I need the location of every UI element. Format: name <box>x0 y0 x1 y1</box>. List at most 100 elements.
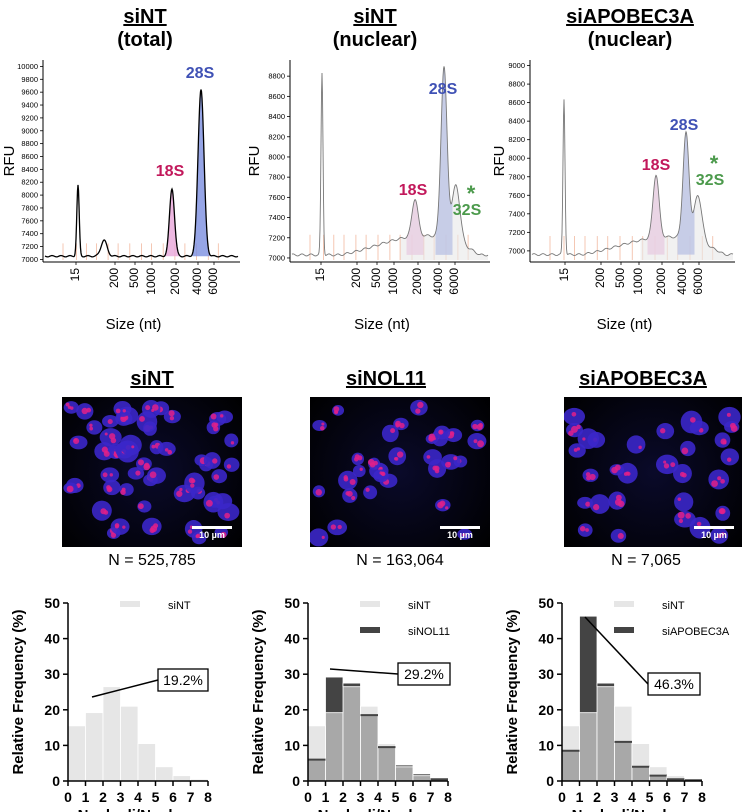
bar-siNT <box>377 743 396 782</box>
nucleus <box>203 491 224 513</box>
micro-title-2-text: siNOL11 <box>345 368 427 390</box>
electro-title-3-line2: (nuclear) <box>587 29 673 51</box>
x-axis-label: Nucleoli/Nucleus <box>572 807 693 812</box>
n-count-3: N = 7,065 <box>611 552 681 569</box>
x-tick-label: 0 <box>64 789 72 805</box>
electropherogram-3: 7000 7200 7400 7600 7800 8000 8200 8400 8600 8800… <box>491 60 735 333</box>
bar-siAPOBEC3A <box>596 682 615 688</box>
callout-line <box>91 679 159 698</box>
x-tick-label: 5 <box>392 789 400 805</box>
nucleus <box>103 479 121 496</box>
nucleus <box>441 454 461 470</box>
peak-label: 32S <box>696 172 725 189</box>
nucleus <box>312 419 327 432</box>
star-marker: * <box>467 181 476 206</box>
nucleolus <box>445 461 451 468</box>
electro-title-1-line2: (total) <box>117 29 173 51</box>
x-tick-label: 4000 <box>431 268 445 295</box>
peak-label: 18S <box>642 157 671 174</box>
nucleolus <box>717 533 722 539</box>
nucleus <box>674 492 694 512</box>
y-tick-label: 10000 <box>17 62 38 71</box>
nucleolus <box>167 449 173 455</box>
peak-label: 18S <box>399 182 428 199</box>
nucleus <box>119 434 142 456</box>
scale-bar-1: 10 µm <box>192 526 232 540</box>
nucleolus <box>445 506 449 510</box>
x-tick-label: 1 <box>82 789 90 805</box>
nucleus <box>674 510 696 528</box>
x-tick-label: 8 <box>444 789 452 805</box>
nucleolus <box>726 412 731 417</box>
histogram-1: 01020304050012345678Nucleoli/NucleusRela… <box>10 595 212 812</box>
nucleolus <box>65 402 70 407</box>
bar-siNT <box>360 705 379 782</box>
nucleolus <box>679 471 685 477</box>
electro-title-1: siNT (total) <box>60 6 230 52</box>
x-tick-label: 6 <box>169 789 177 805</box>
y-tick-label: 30 <box>44 666 60 682</box>
nucleus <box>327 519 348 536</box>
y-tick-label: 9000 <box>508 61 525 70</box>
nucleolus <box>670 462 676 468</box>
background-fill <box>400 66 488 260</box>
x-tick-label: 2000 <box>168 268 182 295</box>
y-tick-label: 9400 <box>21 101 38 110</box>
nucleus <box>720 448 740 466</box>
nucleus <box>388 447 407 466</box>
nucleolus <box>573 448 578 452</box>
nucleus <box>352 464 366 478</box>
nucleolus <box>107 487 112 491</box>
nucleus <box>680 440 696 457</box>
x-axis-label: Nucleoli/Nucleus <box>318 807 439 812</box>
x-tick-label: 6 <box>663 789 671 805</box>
x-tick-label: 0 <box>304 789 312 805</box>
y-tick-label: 40 <box>284 631 300 647</box>
y-tick-label: 0 <box>546 773 554 789</box>
x-tick-label: 7 <box>187 789 195 805</box>
nucleolus <box>354 457 359 462</box>
nucleolus <box>369 462 376 468</box>
nuclei-image-2 <box>310 399 487 547</box>
trace-line <box>531 99 734 256</box>
x-tick-label: 5 <box>646 789 654 805</box>
nucleolus <box>330 524 337 530</box>
y-tick-label: 9600 <box>21 88 38 97</box>
y-tick-label: 8000 <box>268 152 285 161</box>
y-tick-label: 10 <box>284 737 300 753</box>
nucleolus <box>426 455 431 459</box>
y-tick-label: 8400 <box>268 112 285 121</box>
peak-label: 18S <box>156 163 185 180</box>
electro-title-3: siAPOBEC3A (nuclear) <box>540 6 720 52</box>
nucleolus <box>617 532 624 540</box>
nucleolus <box>476 423 483 431</box>
bar-siAPOBEC3A <box>579 615 598 714</box>
nucleolus <box>615 494 622 501</box>
x-tick-label: 4 <box>134 789 142 805</box>
nucleus <box>86 420 103 435</box>
y-tick-label: 8400 <box>21 165 38 174</box>
nucleolus <box>151 444 156 449</box>
y-tick-label: 7000 <box>508 246 525 255</box>
electro-title-2-line2: (nuclear) <box>332 29 418 51</box>
nucleolus <box>638 445 642 450</box>
y-tick-label: 10 <box>538 737 554 753</box>
y-tick-label: 8200 <box>268 132 285 141</box>
bar-siNT <box>579 712 598 782</box>
nucleolus <box>351 495 356 501</box>
bar-siNT-excess <box>360 705 379 716</box>
nucleolus <box>690 417 696 423</box>
bar-siNT <box>412 775 431 782</box>
nucleolus <box>89 426 94 431</box>
micro-title-3: siAPOBEC3A <box>548 368 738 391</box>
nucleolus <box>224 512 231 519</box>
trace-line <box>44 89 239 258</box>
electro-title-3-line1: siAPOBEC3A <box>566 6 694 28</box>
x-tick-label: 6000 <box>206 268 220 295</box>
x-tick-label: 15 <box>557 268 571 282</box>
nucleolus <box>169 416 175 421</box>
legend-label: siNT <box>662 600 685 612</box>
nucleolus <box>149 527 156 534</box>
nucleolus <box>179 487 183 492</box>
micrograph-1: 10 µm <box>62 397 242 547</box>
